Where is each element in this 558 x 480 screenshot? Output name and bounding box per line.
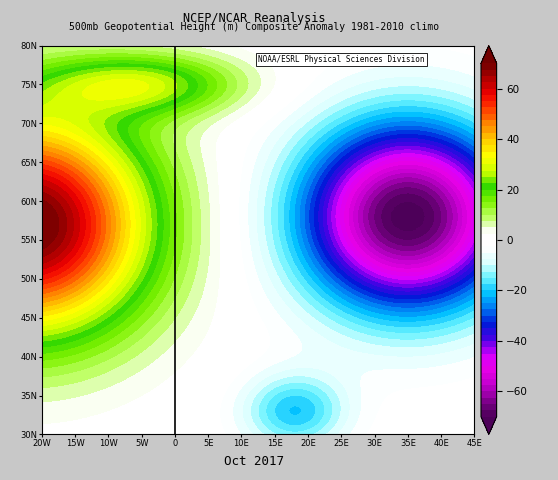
Text: Oct 2017: Oct 2017: [224, 455, 284, 468]
Text: NOAA/ESRL Physical Sciences Division: NOAA/ESRL Physical Sciences Division: [258, 55, 425, 64]
Text: 500mb Geopotential Height (m) Composite Anomaly 1981-2010 climo: 500mb Geopotential Height (m) Composite …: [69, 22, 439, 32]
PathPatch shape: [481, 46, 497, 63]
Text: NCEP/NCAR Reanalysis: NCEP/NCAR Reanalysis: [182, 12, 325, 25]
PathPatch shape: [481, 417, 497, 434]
